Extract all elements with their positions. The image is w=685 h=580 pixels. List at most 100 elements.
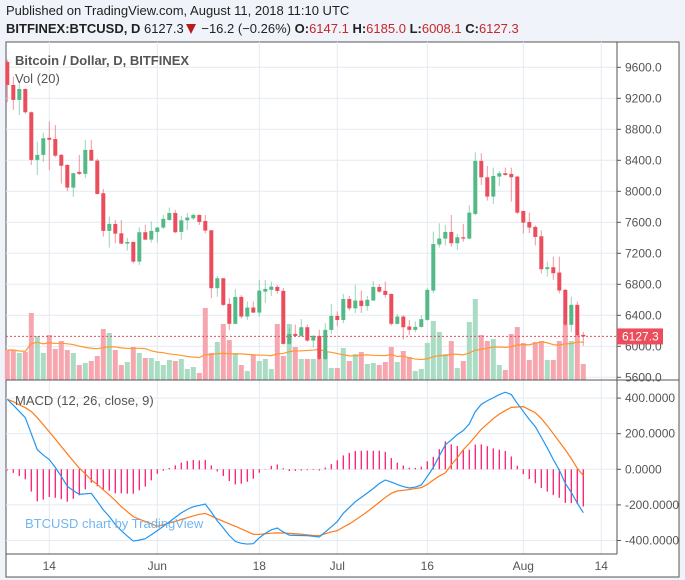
candle-body[interactable] (497, 173, 502, 177)
candle[interactable] (125, 237, 130, 251)
candle[interactable] (263, 279, 268, 303)
candle[interactable] (107, 216, 112, 248)
candle[interactable] (329, 303, 334, 334)
candle[interactable] (47, 121, 52, 170)
candle-body[interactable] (329, 315, 334, 330)
candle-body[interactable] (299, 327, 304, 336)
candle[interactable] (221, 278, 226, 306)
candle[interactable] (371, 281, 376, 301)
candle[interactable] (323, 323, 328, 360)
candle[interactable] (71, 172, 76, 197)
candle[interactable] (167, 207, 172, 221)
candle[interactable] (23, 88, 28, 114)
candle[interactable] (17, 83, 22, 115)
candle[interactable] (383, 281, 388, 298)
candle-body[interactable] (191, 214, 196, 219)
candle[interactable] (227, 298, 232, 330)
candle-body[interactable] (149, 230, 154, 240)
candle[interactable] (239, 295, 244, 319)
candle-body[interactable] (167, 213, 172, 220)
candle[interactable] (305, 324, 310, 342)
candle-body[interactable] (401, 316, 406, 328)
candle[interactable] (83, 139, 88, 179)
candle[interactable] (419, 315, 424, 328)
candle-body[interactable] (275, 286, 280, 291)
candle-body[interactable] (479, 160, 484, 178)
candle[interactable] (287, 328, 292, 345)
candle-body[interactable] (563, 289, 568, 325)
candle-body[interactable] (101, 193, 106, 231)
candle-body[interactable] (137, 232, 142, 262)
candle[interactable] (401, 315, 406, 340)
candle-body[interactable] (341, 299, 346, 320)
candle[interactable] (275, 285, 280, 294)
candle[interactable] (149, 221, 154, 243)
candle-body[interactable] (527, 221, 532, 228)
candle[interactable] (179, 216, 184, 240)
candle[interactable] (551, 256, 556, 280)
candle-body[interactable] (221, 278, 226, 305)
candle[interactable] (269, 281, 274, 296)
candle[interactable] (131, 241, 136, 264)
candle-body[interactable] (509, 173, 514, 178)
candle[interactable] (503, 167, 508, 176)
candle-body[interactable] (473, 160, 478, 214)
candle[interactable] (257, 279, 262, 317)
candle[interactable] (509, 167, 514, 202)
candle[interactable] (533, 225, 538, 246)
candle[interactable] (299, 319, 304, 337)
candle[interactable] (185, 213, 190, 231)
candle-body[interactable] (455, 237, 460, 244)
candle[interactable] (581, 331, 586, 346)
candle-body[interactable] (215, 278, 220, 289)
candle-body[interactable] (131, 241, 136, 262)
candle-body[interactable] (41, 138, 46, 155)
candle-body[interactable] (395, 316, 400, 324)
candle[interactable] (215, 275, 220, 297)
candle-body[interactable] (389, 293, 394, 324)
candle-body[interactable] (581, 334, 586, 337)
candle[interactable] (389, 293, 394, 326)
candle-body[interactable] (47, 137, 52, 140)
candle-body[interactable] (71, 173, 76, 188)
candle[interactable] (341, 293, 346, 324)
candle-body[interactable] (17, 89, 22, 100)
candle-body[interactable] (83, 149, 88, 174)
candle[interactable] (443, 224, 448, 246)
candle-body[interactable] (449, 231, 454, 244)
candle-body[interactable] (95, 160, 100, 194)
candle[interactable] (539, 230, 544, 274)
candle-body[interactable] (263, 288, 268, 292)
candle[interactable] (173, 209, 178, 234)
candle-body[interactable] (575, 304, 580, 336)
candle-body[interactable] (53, 138, 58, 156)
candle[interactable] (113, 219, 118, 244)
candle-body[interactable] (161, 218, 166, 228)
candle-body[interactable] (269, 286, 274, 290)
candle-body[interactable] (359, 300, 364, 306)
candle-body[interactable] (11, 84, 16, 100)
candle-body[interactable] (125, 241, 130, 244)
candle-body[interactable] (419, 319, 424, 327)
candle[interactable] (35, 141, 40, 176)
candle-body[interactable] (551, 267, 556, 274)
candle-body[interactable] (533, 226, 538, 237)
candle-body[interactable] (119, 233, 124, 244)
candle-body[interactable] (569, 304, 574, 325)
candle[interactable] (311, 334, 316, 348)
candle[interactable] (407, 319, 412, 335)
candle[interactable] (281, 288, 286, 345)
candle[interactable] (455, 233, 460, 250)
candle[interactable] (575, 301, 580, 337)
candle[interactable] (527, 212, 532, 234)
candle-body[interactable] (257, 290, 262, 313)
candle[interactable] (359, 290, 364, 313)
candle-body[interactable] (545, 267, 550, 270)
candle-body[interactable] (245, 307, 250, 317)
candle[interactable] (233, 289, 238, 325)
candle-body[interactable] (515, 176, 520, 213)
candle-body[interactable] (173, 213, 178, 233)
candle[interactable] (479, 153, 484, 185)
candles[interactable] (5, 59, 586, 360)
candle-body[interactable] (113, 223, 118, 234)
